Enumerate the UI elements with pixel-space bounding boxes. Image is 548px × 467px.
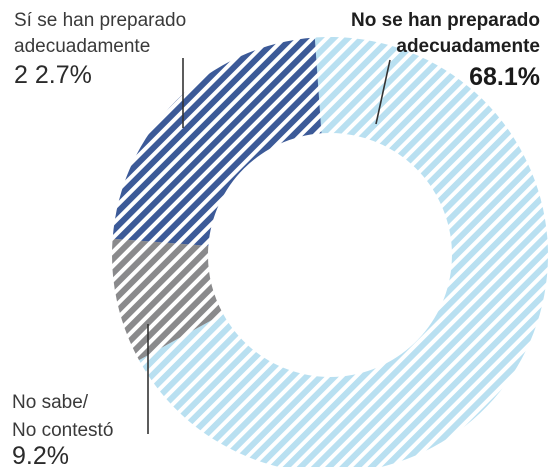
label-no-sabe: No sabe/ No contestó 9.2% [12, 392, 113, 467]
leader-line-no-preparado [375, 59, 391, 125]
label-si-preparado-line-2: adecuadamente [14, 36, 150, 57]
label-no-preparado: No se han preparado adecuadamente 68.1% [351, 10, 540, 91]
label-no-preparado-line-1: No se han preparado [351, 10, 540, 31]
label-no-sabe-value: 9.2% [12, 442, 69, 467]
label-si-preparado-value: 2 2.7% [14, 61, 92, 89]
label-si-preparado: Sí se han preparado adecuadamente 2 2.7% [14, 10, 186, 89]
label-no-sabe-line-2: No contestó [12, 420, 113, 441]
slice-no-sabe [112, 238, 224, 361]
label-no-preparado-value: 68.1% [469, 63, 540, 91]
label-no-preparado-line-2: adecuadamente [396, 36, 540, 57]
label-no-sabe-line-1: No sabe/ [12, 392, 89, 413]
label-si-preparado-line-1: Sí se han preparado [14, 10, 186, 31]
slice-si-preparado [112, 37, 322, 246]
slice-no-preparado [139, 37, 548, 467]
